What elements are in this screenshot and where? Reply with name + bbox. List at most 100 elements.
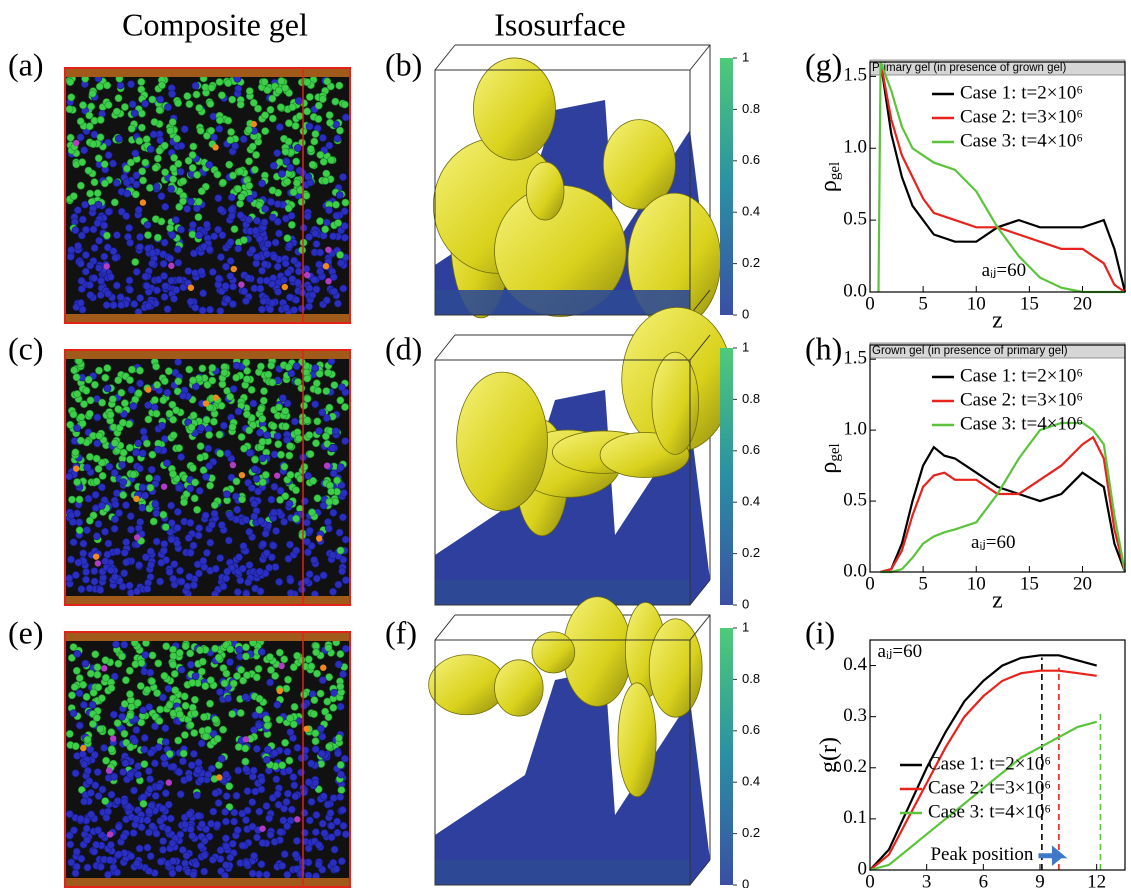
particle — [137, 659, 146, 667]
x-tick-label: 20 — [1073, 573, 1092, 594]
particle — [181, 701, 190, 710]
particle — [217, 521, 226, 529]
particle — [136, 294, 145, 302]
particle — [271, 238, 280, 247]
particle — [141, 158, 150, 167]
particle — [155, 106, 164, 114]
particle — [94, 560, 102, 567]
particle — [143, 816, 152, 825]
particle — [248, 245, 257, 254]
particle — [280, 462, 289, 471]
particle — [165, 701, 174, 710]
particle — [127, 124, 136, 133]
particle — [255, 567, 264, 576]
particle — [133, 699, 142, 707]
particle — [330, 287, 338, 296]
particle — [109, 710, 118, 719]
particle — [159, 846, 167, 854]
particle — [75, 495, 84, 504]
particle — [76, 133, 85, 142]
particle — [193, 170, 201, 179]
plot-area — [870, 640, 1125, 870]
particle — [270, 482, 279, 491]
particle — [172, 286, 181, 294]
particle — [73, 465, 80, 472]
particle — [298, 246, 307, 254]
particle — [325, 497, 334, 506]
particle — [74, 241, 82, 250]
particle — [212, 144, 219, 151]
particle — [250, 499, 259, 508]
particle — [226, 238, 235, 247]
particle — [276, 103, 285, 112]
particle — [255, 870, 263, 879]
particle — [257, 179, 266, 188]
particle — [101, 373, 110, 382]
particle — [90, 244, 99, 252]
particle — [300, 788, 308, 797]
particle — [234, 743, 243, 751]
particle — [86, 669, 95, 678]
particle — [105, 462, 114, 471]
particle — [107, 745, 116, 754]
particle — [172, 406, 181, 415]
particle — [90, 178, 99, 187]
particle — [217, 401, 226, 410]
particle — [235, 646, 244, 654]
particle — [87, 789, 95, 797]
y-tick-label: 1.5 — [843, 348, 867, 369]
particle — [314, 785, 323, 794]
particle — [114, 659, 123, 668]
y-axis-label: ρgel — [816, 162, 844, 192]
particle — [100, 744, 108, 752]
particle — [311, 828, 320, 836]
particle — [98, 694, 106, 703]
particle — [195, 524, 204, 532]
particle — [272, 775, 281, 784]
particle — [177, 665, 186, 674]
particle — [222, 861, 230, 869]
particle — [144, 302, 153, 311]
particle — [228, 171, 237, 180]
particle — [107, 728, 116, 737]
particle — [71, 226, 80, 235]
particle — [288, 103, 297, 111]
particle — [172, 134, 181, 143]
particle — [240, 444, 248, 453]
particle — [179, 177, 187, 186]
particle — [178, 757, 187, 766]
particle — [94, 200, 103, 209]
particle — [78, 750, 87, 759]
particle — [227, 128, 235, 136]
particle — [338, 567, 346, 576]
particle — [223, 449, 232, 458]
particle — [326, 809, 335, 817]
particle — [194, 758, 203, 767]
particle — [260, 387, 268, 395]
particle — [316, 267, 325, 276]
particle — [165, 750, 174, 758]
particle — [141, 651, 150, 659]
particle — [281, 147, 290, 156]
particle — [293, 144, 302, 152]
particle — [242, 297, 250, 305]
particle — [111, 573, 119, 581]
particle — [236, 709, 245, 717]
particle — [228, 423, 237, 431]
particle — [135, 561, 143, 569]
particle — [273, 700, 282, 709]
particle — [175, 444, 183, 452]
particle — [300, 809, 309, 817]
particle — [197, 739, 206, 748]
particle — [92, 840, 100, 849]
particle — [286, 714, 294, 723]
particle — [324, 518, 332, 526]
particle — [229, 282, 237, 291]
particle — [307, 662, 316, 671]
particle — [250, 165, 259, 174]
particle — [244, 274, 253, 282]
particle — [308, 291, 317, 299]
particle — [125, 285, 134, 294]
particle — [302, 577, 311, 585]
particle — [196, 453, 205, 462]
